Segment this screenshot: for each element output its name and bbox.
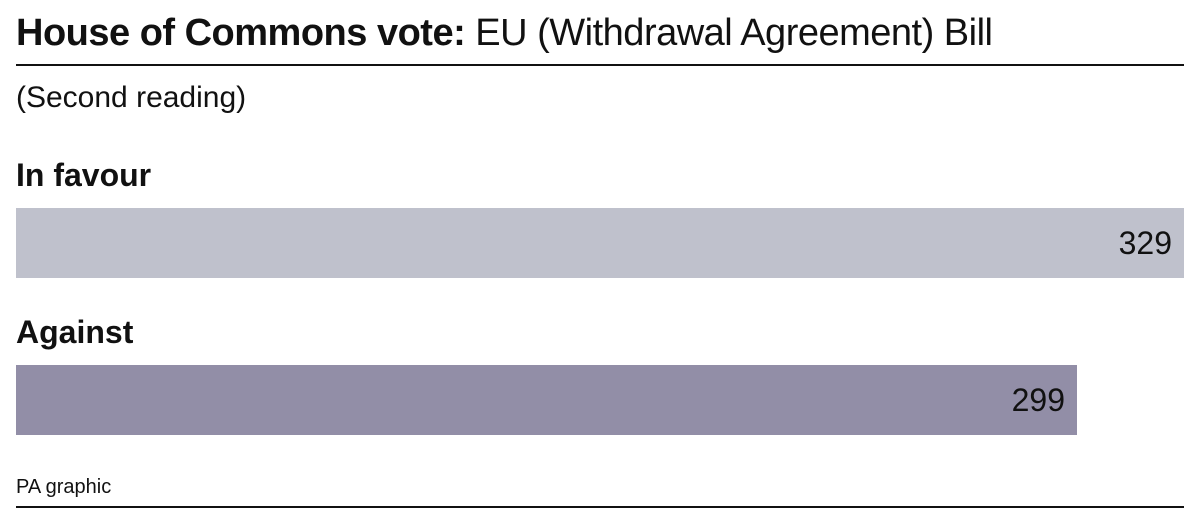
chart-title-bold: House of Commons vote: [16,12,466,54]
bar-against: 299 [16,365,1077,435]
bar-value-in-favour: 329 [1118,225,1172,261]
bottom-rule [16,506,1184,508]
bar-in-favour: 329 [16,208,1184,278]
bar-value-against: 299 [1011,382,1065,418]
source-credit: PA graphic [16,476,112,498]
bar-label-against: Against [16,314,134,350]
bar-label-in-favour: In favour [16,157,152,193]
chart-subtitle: (Second reading) [16,81,247,114]
chart-title: House of Commons vote: EU (Withdrawal Ag… [16,10,993,56]
top-rule [16,64,1184,66]
chart-title-normal: EU (Withdrawal Agreement) Bill [465,12,993,54]
